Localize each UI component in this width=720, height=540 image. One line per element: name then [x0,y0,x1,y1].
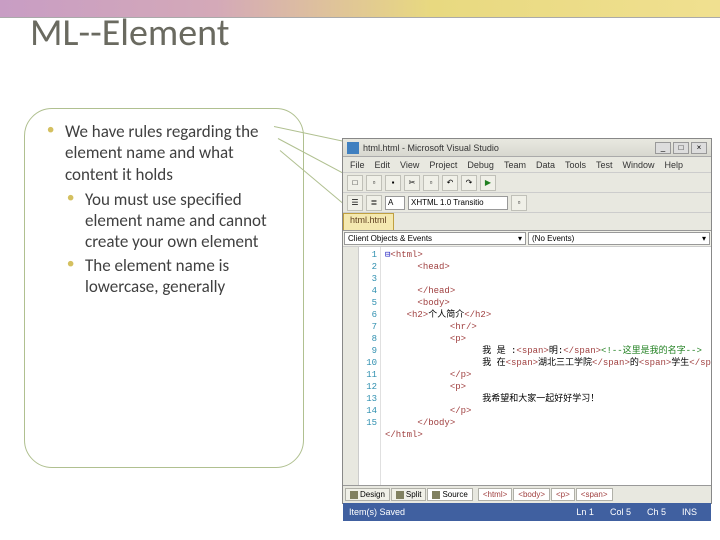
slide-title: ML--Element [30,10,230,56]
run-button[interactable]: ▶ [480,175,496,191]
bc-p[interactable]: <p> [551,488,575,501]
line-num: 10 [359,357,377,369]
open-button[interactable]: ▫ [366,175,382,191]
line-num: 6 [359,309,377,321]
bullet-sub-2: The element name is lowercase, generally [65,255,287,298]
events-dropdown-label: (No Events) [532,234,574,243]
document-tabs: html.html [343,213,711,231]
doctab-html[interactable]: html.html [343,213,394,230]
titlebar-text: html.html - Microsoft Visual Studio [363,143,655,153]
line-num: 5 [359,297,377,309]
line-num: 13 [359,393,377,405]
menu-tools[interactable]: Tools [562,160,589,170]
view-split-label: Split [406,490,422,499]
line-num: 4 [359,285,377,297]
menu-debug[interactable]: Debug [464,160,497,170]
view-tabs: Design Split Source <html> <body> <p> <s… [343,485,711,503]
tb-combo-1[interactable]: A [385,196,405,210]
chevron-down-icon: ▾ [518,234,522,243]
line-num: 15 [359,417,377,429]
menu-data[interactable]: Data [533,160,558,170]
bullet-main: We have rules regarding the element name… [45,121,287,185]
line-num: 2 [359,261,377,273]
menu-window[interactable]: Window [620,160,658,170]
undo-button[interactable]: ↶ [442,175,458,191]
tb-btn-b[interactable]: ≣ [366,195,382,211]
code-editor[interactable]: 1 2 3 4 5 6 7 8 9 10 11 12 13 14 15 ⊟<ht… [343,247,711,485]
bc-html[interactable]: <html> [478,488,512,501]
new-button[interactable]: □ [347,175,363,191]
redo-button[interactable]: ↷ [461,175,477,191]
menu-team[interactable]: Team [501,160,529,170]
split-icon [396,491,404,499]
view-source[interactable]: Source [427,488,472,501]
menu-test[interactable]: Test [593,160,616,170]
tag-breadcrumb: <html> <body> <p> <span> [478,488,613,501]
bc-span[interactable]: <span> [576,488,613,501]
toolbox-strip[interactable] [343,247,359,485]
bc-body[interactable]: <body> [513,488,550,501]
menu-project[interactable]: Project [426,160,460,170]
minimize-button[interactable]: _ [655,142,671,154]
content-box: We have rules regarding the element name… [24,108,304,468]
events-dropdown[interactable]: (No Events) ▾ [528,232,710,245]
status-col: Col 5 [602,507,639,517]
menu-edit[interactable]: Edit [372,160,394,170]
tb-btn-c[interactable]: ▫ [511,195,527,211]
line-num: 12 [359,381,377,393]
objects-dropdown-label: Client Objects & Events [348,234,432,243]
status-ch: Ch 5 [639,507,674,517]
statusbar: Item(s) Saved Ln 1 Col 5 Ch 5 INS [343,503,711,521]
ide-window: html.html - Microsoft Visual Studio _ □ … [342,138,712,504]
menubar: File Edit View Project Debug Team Data T… [343,157,711,173]
line-num: 9 [359,345,377,357]
status-ln: Ln 1 [568,507,602,517]
status-message: Item(s) Saved [349,507,568,517]
object-dropdowns: Client Objects & Events ▾ (No Events) ▾ [343,231,711,247]
menu-help[interactable]: Help [662,160,687,170]
line-num: 8 [359,333,377,345]
line-num: 14 [359,405,377,417]
line-num: 11 [359,369,377,381]
toolbar-1: □ ▫ ▪ ✂ ▫ ↶ ↷ ▶ [343,173,711,193]
view-split[interactable]: Split [391,488,427,501]
maximize-button[interactable]: □ [673,142,689,154]
source-icon [432,491,440,499]
view-source-label: Source [442,490,467,499]
line-gutter: 1 2 3 4 5 6 7 8 9 10 11 12 13 14 15 [359,247,381,485]
close-button[interactable]: × [691,142,707,154]
menu-view[interactable]: View [397,160,422,170]
app-icon [347,142,359,154]
chevron-down-icon: ▾ [702,234,706,243]
line-num: 1 [359,249,377,261]
code-area[interactable]: ⊟<html> <head> </head> <body> <h2>个人简介</… [381,247,711,485]
status-ins: INS [674,507,705,517]
menu-file[interactable]: File [347,160,368,170]
design-icon [350,491,358,499]
line-num: 3 [359,273,377,285]
line-num: 7 [359,321,377,333]
doctype-combo[interactable]: XHTML 1.0 Transitio [408,196,508,210]
cut-button[interactable]: ✂ [404,175,420,191]
titlebar: html.html - Microsoft Visual Studio _ □ … [343,139,711,157]
objects-dropdown[interactable]: Client Objects & Events ▾ [344,232,526,245]
bullet-sub-1: You must use specified element name and … [65,189,287,253]
copy-button[interactable]: ▫ [423,175,439,191]
view-design[interactable]: Design [345,488,390,501]
save-button[interactable]: ▪ [385,175,401,191]
tb-btn-a[interactable]: ☰ [347,195,363,211]
view-design-label: Design [360,490,385,499]
toolbar-2: ☰ ≣ A XHTML 1.0 Transitio ▫ [343,193,711,213]
